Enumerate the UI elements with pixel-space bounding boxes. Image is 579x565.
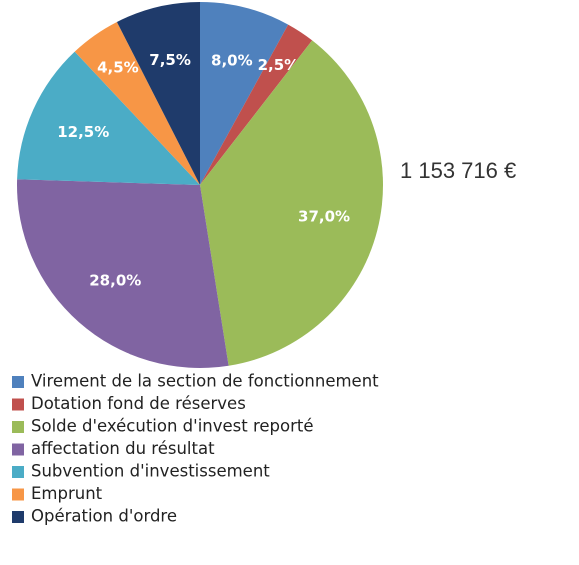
pie-slice <box>116 2 200 185</box>
slice-label: 28,0% <box>89 272 141 290</box>
slice-label: 37,0% <box>298 207 350 225</box>
legend-swatch <box>12 421 24 433</box>
pie-slice <box>74 21 200 186</box>
legend-swatch <box>12 443 24 456</box>
legend-label: affectation du résultat <box>31 439 215 458</box>
pie-slice <box>17 179 229 368</box>
pie-slice <box>200 2 289 185</box>
legend-swatch <box>12 376 24 388</box>
slice-label: 12,5% <box>57 123 109 141</box>
slice-label: 7,5% <box>149 51 191 69</box>
legend-swatch <box>12 488 24 501</box>
legend-label: Opération d'ordre <box>31 507 177 526</box>
legend-label: Solde d'exécution d'invest reporté <box>31 417 314 436</box>
legend-label: Emprunt <box>31 484 103 503</box>
slice-label: 8,0% <box>211 51 253 69</box>
slice-label: 2,5% <box>258 56 300 74</box>
legend-label: Virement de la section de fonctionnement <box>31 372 379 391</box>
pie-slice <box>200 40 383 366</box>
legend-swatch <box>12 511 24 523</box>
legend-label: Dotation fond de réserves <box>31 394 246 413</box>
pie-slice <box>17 51 200 185</box>
pie-slice <box>200 24 313 185</box>
total-annotation: 1 153 716 € <box>400 158 516 183</box>
slice-label: 4,5% <box>97 59 139 77</box>
legend-swatch <box>12 398 24 411</box>
legend-swatch <box>12 466 24 478</box>
legend-label: Subvention d'investissement <box>31 462 270 481</box>
